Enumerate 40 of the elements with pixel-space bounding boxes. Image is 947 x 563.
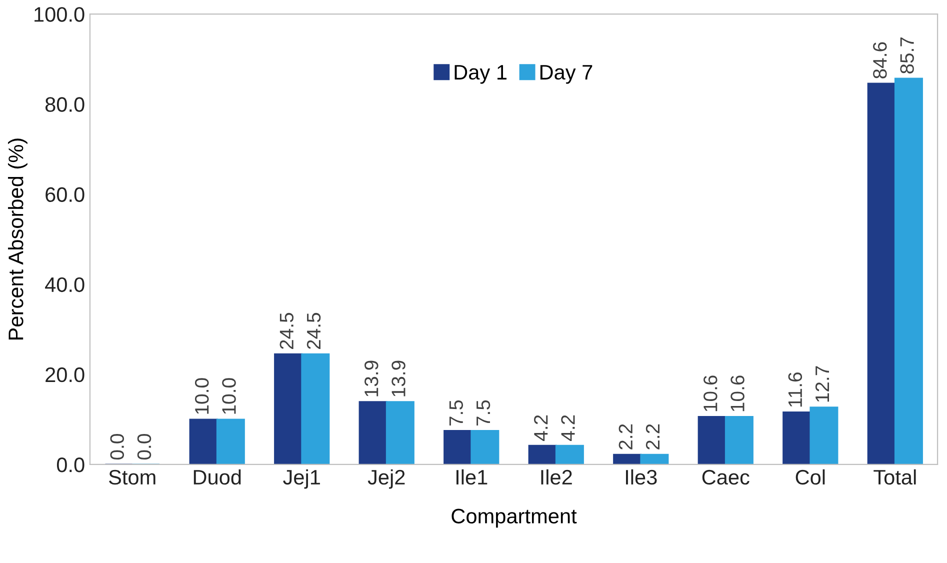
data-label: 10.6 xyxy=(704,376,718,412)
y-tick-label: 100.0 xyxy=(34,7,84,22)
data-label: 2.2 xyxy=(618,424,632,450)
x-tick-label: Duod xyxy=(194,469,241,485)
data-label: 11.6 xyxy=(788,372,802,407)
x-tick-label: Stom xyxy=(108,470,156,485)
x-tick-label: Total xyxy=(874,469,916,485)
data-label: 2.2 xyxy=(646,424,660,450)
x-tick-label: Col xyxy=(796,469,825,485)
data-label: 0.0 xyxy=(137,434,152,460)
data-label: 24.5 xyxy=(280,312,294,349)
data-label: 7.5 xyxy=(476,400,490,426)
data-label: 84.6 xyxy=(873,42,887,78)
data-label: 10.0 xyxy=(194,378,209,414)
data-label: 4.2 xyxy=(561,415,575,441)
x-axis-title: Compartment xyxy=(452,508,577,528)
y-tick-label: 20.0 xyxy=(46,367,84,382)
data-label: 0.0 xyxy=(110,434,124,460)
legend-label: Day 1 xyxy=(454,65,506,84)
y-tick-label: 80.0 xyxy=(45,97,84,112)
y-tick-label: 0.0 xyxy=(56,457,84,472)
legend-label: Day 7 xyxy=(540,65,592,84)
x-tick-label: Jej1 xyxy=(283,469,320,489)
x-tick-label: Ile1 xyxy=(456,469,488,485)
y-axis-title: Percent Absorbed (%) xyxy=(8,138,28,340)
data-label: 12.7 xyxy=(815,366,829,402)
data-label: 7.5 xyxy=(449,400,464,426)
y-tick-label: 40.0 xyxy=(45,277,84,292)
x-tick-label: Ile2 xyxy=(541,469,572,485)
x-tick-label: Ile3 xyxy=(626,469,657,485)
data-label: 10.0 xyxy=(222,378,236,414)
data-label: 13.9 xyxy=(364,360,378,396)
y-tick-label: 60.0 xyxy=(46,187,84,202)
data-label: 4.2 xyxy=(534,415,548,441)
data-label: 24.5 xyxy=(306,312,321,349)
data-label: 10.6 xyxy=(730,376,744,412)
x-tick-label: Jej2 xyxy=(368,469,405,489)
data-label: 85.7 xyxy=(900,37,914,74)
x-tick-label: Caec xyxy=(702,470,750,485)
data-label: 13.9 xyxy=(392,360,406,396)
